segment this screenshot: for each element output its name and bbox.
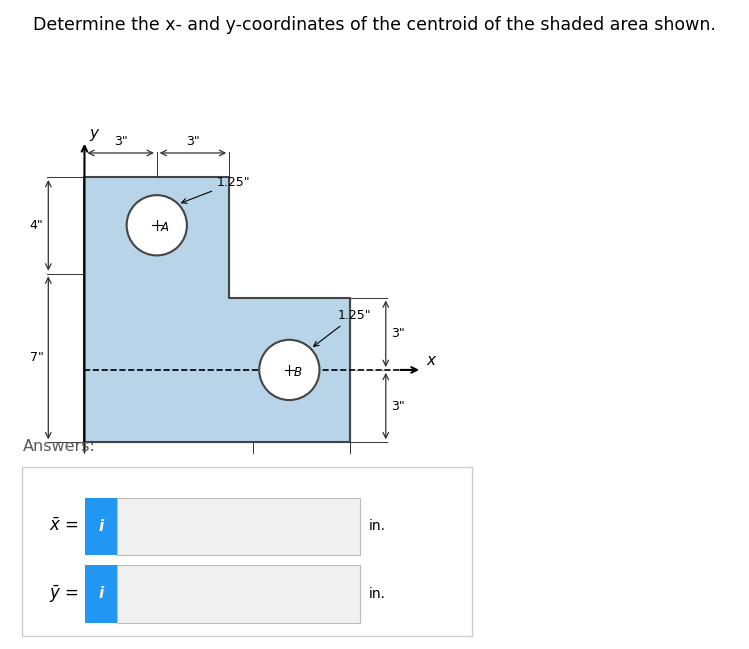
Text: y: y bbox=[89, 126, 98, 141]
Text: 7": 7" bbox=[162, 484, 176, 497]
FancyBboxPatch shape bbox=[117, 565, 360, 622]
Text: 7": 7" bbox=[30, 351, 43, 364]
Polygon shape bbox=[85, 177, 350, 442]
Text: $\bar{y}$ =: $\bar{y}$ = bbox=[49, 583, 79, 605]
Text: Determine the x- and y-coordinates of the centroid of the shaded area shown.: Determine the x- and y-coordinates of th… bbox=[33, 16, 716, 34]
Text: i: i bbox=[98, 519, 104, 534]
Text: 3": 3" bbox=[114, 135, 127, 148]
Circle shape bbox=[127, 195, 187, 256]
Text: Answers:: Answers: bbox=[22, 439, 95, 454]
Text: B: B bbox=[294, 366, 302, 379]
Text: 3": 3" bbox=[390, 400, 404, 413]
Text: 1.25": 1.25" bbox=[314, 309, 372, 347]
Text: 3": 3" bbox=[390, 327, 404, 340]
FancyBboxPatch shape bbox=[85, 498, 117, 555]
Text: $\bar{x}$ =: $\bar{x}$ = bbox=[49, 517, 79, 535]
Text: A: A bbox=[161, 221, 169, 234]
Circle shape bbox=[259, 340, 320, 400]
Text: in.: in. bbox=[369, 519, 386, 533]
Text: 1.25": 1.25" bbox=[181, 176, 251, 203]
Text: in.: in. bbox=[369, 587, 386, 601]
Text: 4": 4" bbox=[30, 219, 43, 232]
Text: i: i bbox=[98, 586, 104, 602]
FancyBboxPatch shape bbox=[85, 565, 117, 622]
FancyBboxPatch shape bbox=[117, 498, 360, 555]
Text: x: x bbox=[427, 352, 436, 367]
Text: 3": 3" bbox=[186, 135, 200, 148]
FancyBboxPatch shape bbox=[22, 467, 472, 636]
Text: 4": 4" bbox=[294, 484, 309, 497]
